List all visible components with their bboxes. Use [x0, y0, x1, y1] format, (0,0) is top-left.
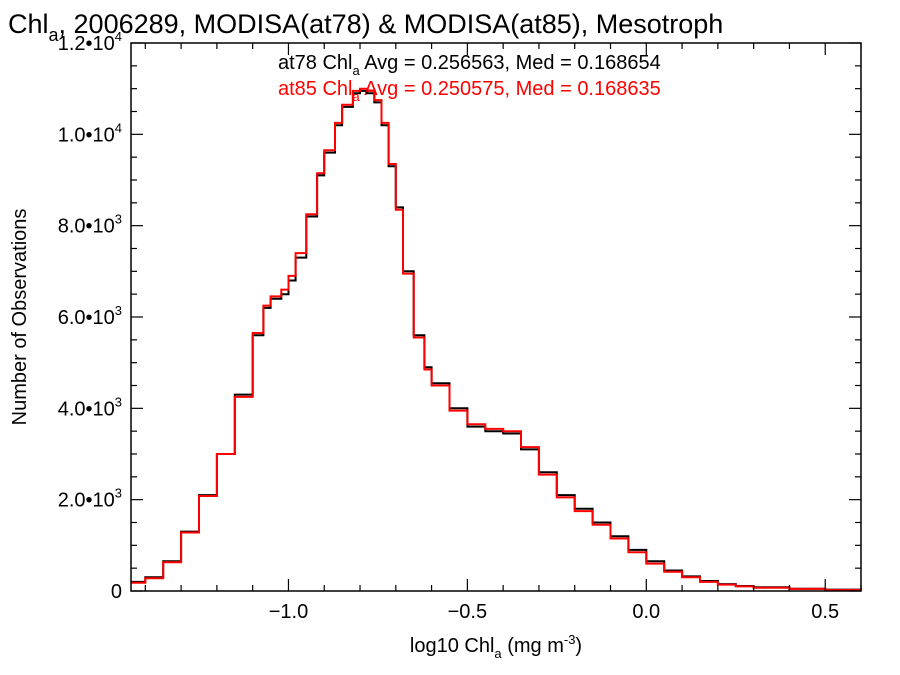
plot-frame [130, 42, 862, 592]
series-line-at78 [131, 89, 862, 591]
x-tick-label: 0.0 [632, 601, 660, 623]
svg-text:at85 Chla Avg = 0.250575, Med: at85 Chla Avg = 0.250575, Med = 0.168635 [278, 78, 661, 104]
axes: −1.0 −0.5 0.0 0.5 0 2.0•103 4.0•103 6.0•103 8.0•… [58, 29, 862, 623]
y-tick-label: 8.0•103 [58, 212, 122, 238]
chart-title: Chla, 2006289, MODISA(at78) & MODISA(at8… [8, 9, 723, 45]
annotation-at85: at85 Chla Avg = 0.250575, Med = 0.168635 [278, 78, 661, 104]
y-tick-label: 2.0•103 [58, 486, 122, 512]
x-axis-label: log10 Chla (mg m-3) [410, 632, 582, 661]
x-tick-label: −1.0 [269, 601, 308, 623]
series-line-at85 [131, 87, 862, 591]
y-tick-label: 0 [111, 581, 122, 603]
annotation-at78: at78 Chla Avg = 0.256563, Med = 0.168654 [278, 52, 661, 78]
y-tick-label: 1.0•104 [58, 120, 122, 146]
plot-area [131, 87, 862, 591]
y-tick-label: 4.0•103 [58, 394, 122, 420]
x-tick-label: −0.5 [448, 601, 487, 623]
y-tick-label: 6.0•103 [58, 303, 122, 329]
x-tick-label: 0.5 [811, 601, 839, 623]
y-axis-label: Number of Observations [9, 209, 31, 426]
svg-text:at78 Chla Avg = 0.256563, Med: at78 Chla Avg = 0.256563, Med = 0.168654 [278, 52, 661, 78]
y-tick-label: 1.2•104 [58, 29, 122, 55]
